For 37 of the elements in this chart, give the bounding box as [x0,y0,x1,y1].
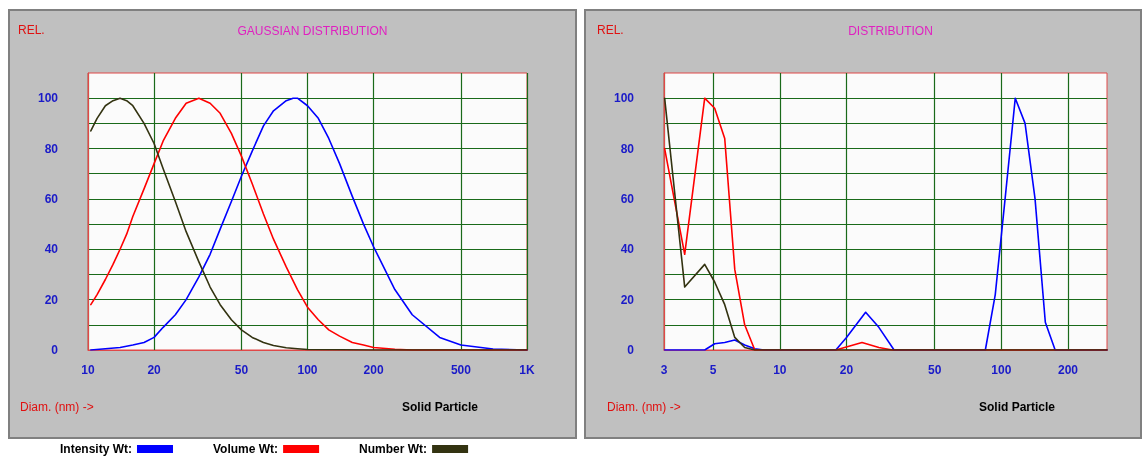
y-tick-label: 60 [44,191,59,206]
y-tick-label: 0 [627,343,635,357]
x-tick-label: 10 [773,363,787,377]
x-axis-title: Diam. (nm) -> [607,400,681,414]
y-tick-label: 40 [620,242,635,257]
x-tick-label: 100 [991,363,1012,377]
y-tick-label: 0 [51,343,59,357]
x-axis-title: Diam. (nm) -> [20,400,94,414]
x-tick-label: 20 [839,363,854,377]
text: Solid Particle [401,400,479,414]
y-tick-label: 60 [620,191,635,206]
text: Solid Particle [978,400,1056,414]
y-tick-label: 100 [613,91,635,106]
x-tick-label: 500 [450,363,472,377]
chart-title: DISTRIBUTION [848,24,933,38]
x-tick-label: 200 [363,363,384,377]
y-tick-label: 80 [620,141,635,156]
x-tick-label: 5 [709,363,717,377]
y-tick-label: 80 [44,141,59,156]
legend-label: Volume Wt: [212,442,279,456]
y-tick-label: 20 [620,292,635,307]
x-tick-label: 3 [660,363,668,377]
x-tick-label: 100 [297,363,318,377]
x-tick-label: 1K [519,363,535,377]
chart-title: GAUSSIAN DISTRIBUTION [237,24,388,38]
x-tick-label: 200 [1057,363,1079,377]
x-tick-label: 20 [147,363,162,377]
y-axis-title: REL. [597,23,624,37]
legend-label: Number Wt: [359,442,428,456]
y-axis-title: REL. [18,23,45,37]
x-tick-label: 50 [234,363,249,377]
y-tick-label: 20 [44,292,59,307]
y-tick-label: 40 [44,242,59,257]
x-tick-label: 10 [81,363,95,377]
x-tick-label: 50 [927,363,942,377]
y-tick-label: 100 [37,91,59,106]
legend-label: Intensity Wt: [59,442,132,456]
